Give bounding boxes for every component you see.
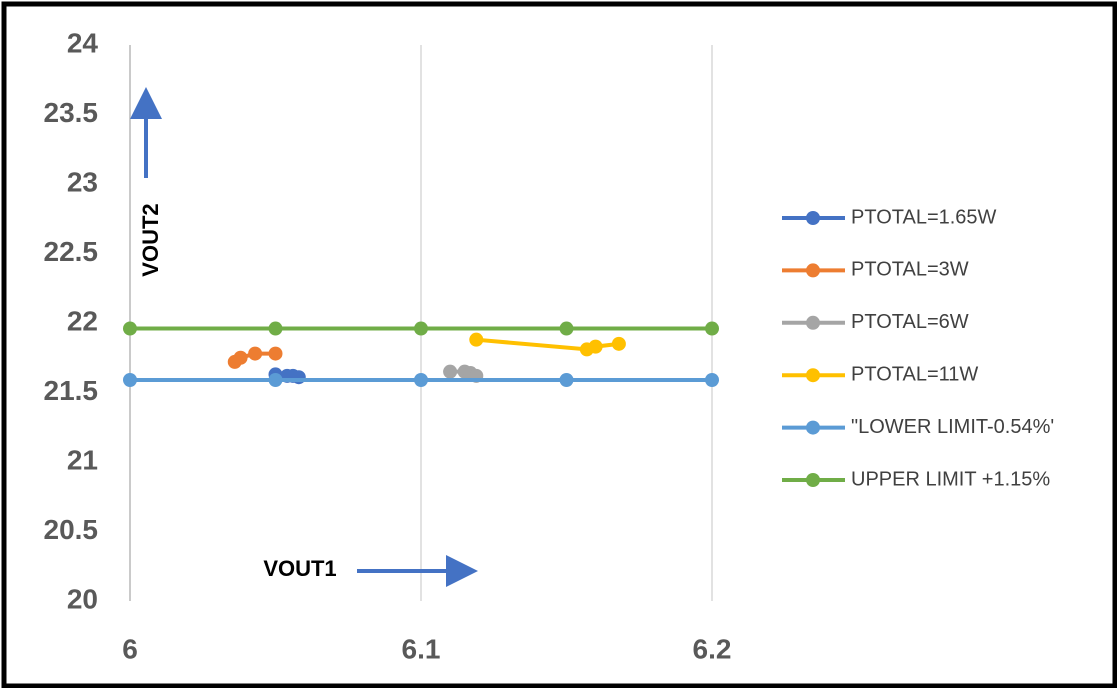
legend-marker <box>806 263 820 278</box>
y-tick-label: 24 <box>67 27 99 58</box>
legend-marker <box>806 315 820 330</box>
y-tick-label: 22.5 <box>44 236 99 267</box>
plot-area: 6 6.1 6.2 20 20.5 21 21.5 22 22.5 23 23.5 24 PTOTAL=… <box>44 27 1055 664</box>
y-tick-label: 21.5 <box>44 375 99 406</box>
legend-marker <box>806 473 820 487</box>
marker <box>291 370 306 385</box>
y-tick-label: 21 <box>67 444 98 475</box>
marker <box>414 372 428 387</box>
legend-label: PTOTAL=3W <box>851 259 969 281</box>
x-tick-label: 6 <box>122 633 138 664</box>
annotation: VOUT1 <box>263 556 336 581</box>
marker <box>705 372 719 387</box>
legend-marker <box>806 420 820 435</box>
legend-label: "LOWER LIMIT-0.54%' <box>851 416 1054 438</box>
legend-label: PTOTAL=1.65W <box>851 206 997 228</box>
marker <box>268 372 283 387</box>
legend-label: PTOTAL=6W <box>851 311 969 333</box>
marker <box>611 336 626 351</box>
marker <box>559 321 574 336</box>
y-tick-label: 23.5 <box>44 97 99 128</box>
marker <box>248 346 263 361</box>
legend-marker <box>806 368 820 383</box>
y-tick-label: 23 <box>67 166 98 197</box>
x-tick-label: 6.2 <box>693 633 732 664</box>
marker <box>123 321 137 336</box>
marker <box>233 350 248 365</box>
x-tick-label: 6.1 <box>402 633 441 664</box>
legend-label: UPPER LIMIT +1.15% <box>851 468 1050 490</box>
marker <box>469 332 484 347</box>
marker <box>414 321 428 336</box>
marker <box>559 372 574 387</box>
y-tick-label: 20 <box>67 583 98 614</box>
marker <box>268 346 283 361</box>
marker <box>705 321 719 336</box>
marker <box>443 364 458 379</box>
legend-label: PTOTAL=11W <box>851 363 978 385</box>
annotation: VOUT2 <box>138 203 163 276</box>
y-tick-label: 22 <box>67 305 98 336</box>
marker <box>123 372 137 387</box>
marker <box>588 339 603 354</box>
marker <box>268 321 283 336</box>
legend-marker <box>806 211 820 225</box>
y-tick-label: 20.5 <box>44 514 99 545</box>
